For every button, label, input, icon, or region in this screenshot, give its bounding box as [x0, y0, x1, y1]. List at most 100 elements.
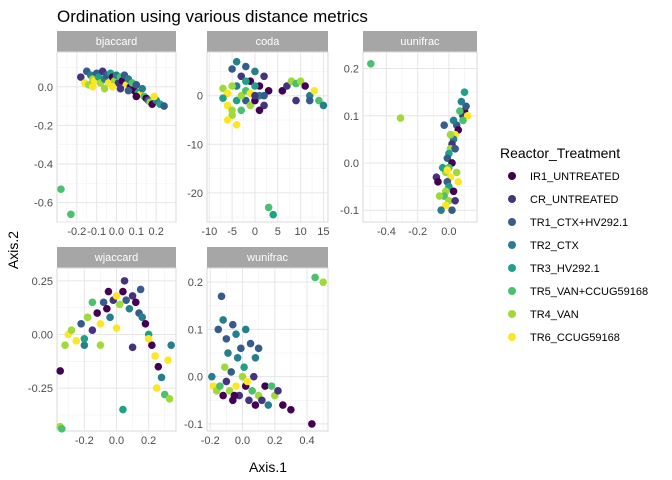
data-point	[254, 344, 263, 353]
data-point	[451, 196, 459, 205]
data-point	[301, 82, 309, 90]
legend-key-dot	[508, 218, 516, 226]
data-point	[243, 377, 252, 386]
data-point	[319, 101, 328, 110]
x-axis-label: Axis.1	[249, 459, 287, 475]
data-point	[246, 339, 255, 348]
legend-key-dot	[508, 241, 516, 249]
legend-label: TR1_CTX+HV292.1	[530, 217, 628, 229]
y-tick-label: 0.25	[32, 276, 53, 288]
data-point	[93, 309, 102, 317]
data-point	[165, 395, 174, 403]
data-point	[148, 341, 156, 350]
data-point	[119, 287, 127, 296]
data-point	[128, 343, 137, 352]
y-tick-label: 0	[197, 91, 203, 103]
data-point	[108, 82, 117, 91]
data-point	[260, 101, 268, 110]
y-tick-label: 0.0	[344, 158, 359, 170]
data-point	[246, 101, 255, 110]
y-tick-label: 0.0	[188, 372, 203, 384]
data-point	[219, 84, 227, 93]
legend-entry: TR4_VAN	[508, 309, 579, 321]
data-point	[103, 304, 111, 313]
data-points	[57, 67, 168, 219]
data-point	[230, 391, 239, 400]
data-point	[251, 82, 259, 90]
chart-title: Ordination using various distance metric…	[57, 7, 368, 26]
data-point	[292, 96, 300, 105]
x-tick-label: 0.1	[129, 226, 144, 238]
data-point	[228, 106, 236, 115]
data-point	[258, 396, 266, 405]
data-point	[223, 101, 232, 110]
data-point	[57, 185, 65, 193]
data-point	[237, 106, 246, 115]
data-point	[296, 77, 305, 85]
legend-label: TR2_CTX	[530, 240, 580, 252]
legend-entry: TR5_VAN+CCUG59168	[508, 286, 648, 298]
data-point	[141, 319, 150, 328]
data-point	[232, 382, 240, 390]
data-point	[269, 210, 278, 219]
legend-label: TR3_HV292.1	[530, 263, 600, 275]
legend-key-dot	[508, 195, 516, 203]
data-point	[315, 96, 323, 105]
data-point	[454, 178, 463, 186]
x-tick-label: -0.4	[377, 226, 396, 238]
facet-strip	[57, 247, 176, 268]
facet-strip-label: wunifrac	[246, 252, 288, 264]
y-tick-label: -20	[187, 188, 203, 200]
data-point	[241, 325, 250, 334]
data-point	[310, 87, 319, 95]
data-point	[441, 201, 450, 210]
data-point	[449, 116, 458, 125]
data-point	[136, 285, 145, 294]
data-point	[240, 363, 248, 372]
data-point	[225, 387, 234, 395]
facet-strip-label: coda	[256, 36, 281, 48]
data-point	[138, 313, 147, 322]
data-point	[138, 84, 147, 93]
data-point	[222, 335, 231, 343]
data-point	[260, 91, 268, 100]
data-point	[251, 353, 260, 362]
data-point	[308, 420, 316, 428]
data-point	[223, 116, 232, 124]
legend-entry: TR1_CTX+HV292.1	[508, 217, 628, 229]
data-point	[287, 405, 295, 414]
data-point	[88, 82, 97, 91]
data-point	[245, 396, 253, 405]
data-point	[251, 91, 259, 100]
facet-strip	[207, 31, 328, 52]
data-point	[124, 86, 133, 95]
x-tick-label: 0.2	[149, 226, 164, 238]
data-point	[261, 382, 269, 390]
data-point	[267, 382, 276, 390]
y-tick-label: 0.0	[38, 82, 53, 94]
x-tick-label: 0.4	[299, 435, 314, 447]
facet-coda: coda -10 -5 0 5 10 15 0 -10 -20	[187, 31, 330, 238]
data-point	[216, 382, 224, 390]
facet-strip-label: bjaccard	[96, 36, 138, 48]
legend-label: IR1_UNTREATED	[530, 171, 620, 183]
facet-strip	[363, 31, 477, 52]
data-point	[72, 337, 81, 345]
facet-uunifrac: uunifrac -0.4 -0.2 0.0 0.2 0.1 0.0 -0.1	[340, 31, 478, 238]
data-point	[96, 319, 105, 328]
legend-label: CR_UNTREATED	[530, 194, 618, 206]
x-tick-label: 0.0	[235, 435, 250, 447]
data-point	[264, 87, 273, 95]
data-point	[223, 89, 232, 98]
data-point	[232, 330, 240, 338]
y-tick-label: -0.6	[34, 198, 53, 210]
data-point	[58, 425, 66, 433]
data-point	[128, 292, 137, 300]
data-point	[122, 296, 130, 304]
legend-entry: IR1_UNTREATED	[508, 171, 620, 183]
data-point	[106, 313, 114, 322]
panel-background	[362, 51, 478, 223]
data-point	[116, 84, 125, 93]
data-point	[144, 334, 153, 343]
data-point	[264, 401, 273, 409]
